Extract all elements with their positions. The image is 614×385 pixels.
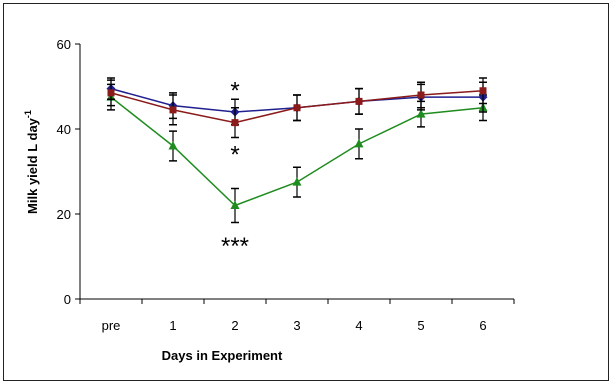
x-tick-label: 6 — [479, 318, 486, 333]
data-point-triangle — [230, 200, 240, 209]
data-point-square — [169, 106, 177, 114]
data-point-square — [479, 87, 487, 95]
x-tick-label: 4 — [355, 318, 362, 333]
series-1 — [107, 77, 487, 139]
y-axis-title-main: Milk yield L day — [25, 117, 40, 214]
data-point-triangle — [292, 177, 302, 186]
y-tick-label: 60 — [57, 37, 71, 52]
y-tick-labels: 0 20 40 60 — [57, 37, 71, 307]
significance-annotation: * — [230, 141, 239, 168]
x-tick-label: 1 — [169, 318, 176, 333]
y-tick-label: 40 — [57, 122, 71, 137]
y-axis-title-superscript: -1 — [23, 110, 33, 118]
x-tick-label: pre — [102, 318, 121, 333]
y-tick-label: 0 — [64, 292, 71, 307]
data-point-square — [417, 91, 425, 99]
data-point-triangle — [416, 109, 426, 118]
y-tick-label: 20 — [57, 207, 71, 222]
series-group — [106, 77, 488, 224]
data-point-square — [355, 97, 363, 105]
x-tick-label: 2 — [231, 318, 238, 333]
significance-annotation: *** — [221, 233, 249, 260]
annotations: ***** — [221, 78, 249, 260]
x-tick-label: 5 — [417, 318, 424, 333]
x-tick-labels: pre 1 2 3 4 5 6 — [102, 318, 487, 333]
data-point-square — [107, 89, 115, 97]
data-point-square — [293, 104, 301, 112]
data-point-triangle — [168, 141, 178, 150]
axes — [75, 43, 515, 304]
x-tick-label: 3 — [293, 318, 300, 333]
data-point-square — [231, 119, 239, 127]
chart-frame: 0 20 40 60 pre 1 2 3 4 5 6 * * *** Days in Experime… — [3, 3, 609, 381]
series-2 — [106, 83, 488, 224]
significance-annotation: * — [230, 78, 239, 105]
x-axis-title: Days in Experiment — [162, 348, 283, 363]
y-axis-title: Milk yield L day-1 — [23, 110, 40, 214]
data-point-triangle — [354, 138, 364, 148]
